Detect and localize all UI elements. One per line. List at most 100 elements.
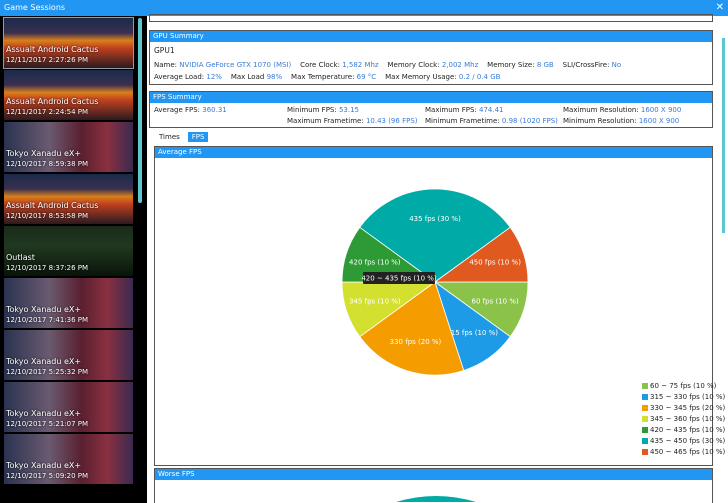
close-icon[interactable]: ✕ <box>715 2 724 13</box>
label: Max Temperature: <box>291 73 355 81</box>
value: 2,002 Mhz <box>441 61 479 69</box>
tab-times[interactable]: Times <box>159 133 180 141</box>
pie-chart: 60 fps (10 %) 315 fps (10 %) 330 fps (20 %… <box>341 188 529 376</box>
legend-swatch <box>642 383 648 389</box>
session-item[interactable]: Tokyo Xanadu eX+ 12/10/2017 5:25:32 PM <box>4 330 133 380</box>
session-thumbnail <box>4 278 133 328</box>
session-title: Tokyo Xanadu eX+ <box>6 149 82 158</box>
session-thumbnail <box>4 226 133 276</box>
session-item[interactable]: Tokyo Xanadu eX+ 12/10/2017 5:09:20 PM <box>4 434 133 484</box>
gpu-summary-header: GPU Summary <box>150 31 712 42</box>
session-details: GPU Summary GPU1 Name: NVIDIA GeForce GT… <box>147 14 728 503</box>
session-thumbnail <box>4 382 133 432</box>
chart-title: Average FPS <box>155 147 712 158</box>
label: Maximum FPS: <box>425 106 477 114</box>
legend-item: 345 ~ 360 fps (10 %) <box>642 415 725 423</box>
session-date: 12/10/2017 8:59:38 PM <box>6 160 89 168</box>
legend-label: 315 ~ 330 fps (10 %) <box>650 393 726 401</box>
slice-label: 330 fps (20 %) <box>390 338 442 346</box>
legend-item: 435 ~ 450 fps (30 %) <box>642 437 725 445</box>
worse-pie-slice <box>396 496 476 502</box>
label: Average FPS: <box>154 106 201 114</box>
session-list-scrollbar[interactable] <box>138 18 142 203</box>
slice-label: 450 fps (10 %) <box>469 258 521 266</box>
session-title: Assualt Android Cactus <box>6 201 99 210</box>
session-title: Tokyo Xanadu eX+ <box>6 409 82 418</box>
worse-fps-panel: Worse FPS <box>154 468 713 503</box>
session-thumbnail <box>4 18 133 68</box>
gpu-row-2: Average Load: 12% Max Load 98% Max Tempe… <box>154 73 500 81</box>
session-title: Tokyo Xanadu eX+ <box>6 461 82 470</box>
session-date: 12/11/2017 2:24:54 PM <box>6 108 89 116</box>
session-date: 12/10/2017 7:41:36 PM <box>6 316 89 324</box>
label: Minimum Frametime: <box>425 117 500 125</box>
value: 12% <box>206 73 222 81</box>
gpu-row-1: Name: NVIDIA GeForce GTX 1070 (MSI) Core… <box>154 61 621 69</box>
value: 69 °C <box>356 73 377 81</box>
value: 53.15 <box>338 106 359 114</box>
session-item[interactable]: Tokyo Xanadu eX+ 12/10/2017 8:59:38 PM <box>4 122 133 172</box>
session-item[interactable]: Assualt Android Cactus 12/10/2017 8:53:5… <box>4 174 133 224</box>
view-tabs: Times FPS <box>155 132 209 142</box>
session-item[interactable]: Assualt Android Cactus 12/11/2017 2:24:5… <box>4 70 133 120</box>
top-panel <box>149 14 713 22</box>
label: Maximum Frametime: <box>287 117 364 125</box>
label: Average Load: <box>154 73 205 81</box>
tab-fps[interactable]: FPS <box>187 132 209 142</box>
session-title: Tokyo Xanadu eX+ <box>6 357 82 366</box>
value: 1,582 Mhz <box>342 61 379 69</box>
worse-fps-header: Worse FPS <box>155 469 712 480</box>
session-date: 12/10/2017 5:25:32 PM <box>6 368 89 376</box>
session-item[interactable]: Tokyo Xanadu eX+ 12/10/2017 5:21:07 PM <box>4 382 133 432</box>
slice-label: 60 fps (10 %) <box>472 298 519 306</box>
main-scrollbar[interactable] <box>722 38 725 233</box>
value: No <box>611 61 622 69</box>
chart-tooltip: 420 ~ 435 fps (10 %) <box>361 272 437 284</box>
legend-item: 450 ~ 465 fps (10 %) <box>642 448 725 456</box>
legend-item: 60 ~ 75 fps (10 %) <box>642 382 716 390</box>
legend-item: 330 ~ 345 fps (20 %) <box>642 404 725 412</box>
gpu-summary-panel: GPU Summary GPU1 Name: NVIDIA GeForce GT… <box>149 30 713 85</box>
slice-label: 435 fps (30 %) <box>409 215 461 223</box>
legend-label: 420 ~ 435 fps (10 %) <box>650 426 726 434</box>
session-item[interactable]: Tokyo Xanadu eX+ 12/10/2017 7:41:36 PM <box>4 278 133 328</box>
legend-label: 60 ~ 75 fps (10 %) <box>650 382 717 390</box>
label: Memory Size: <box>487 61 535 69</box>
fps-summary-panel: FPS Summary Average FPS: 360.31 Minimum … <box>149 91 713 128</box>
label: Max Load <box>230 73 265 81</box>
session-date: 12/10/2017 8:53:58 PM <box>6 212 89 220</box>
label: Name: <box>154 61 178 69</box>
value: 98% <box>266 73 283 81</box>
session-title: Tokyo Xanadu eX+ <box>6 305 82 314</box>
legend-item: 420 ~ 435 fps (10 %) <box>642 426 725 434</box>
pie-slice[interactable] <box>359 281 465 376</box>
legend-label: 345 ~ 360 fps (10 %) <box>650 415 726 423</box>
legend-swatch <box>642 449 648 455</box>
session-item[interactable]: Outlast 12/10/2017 8:37:26 PM <box>4 226 133 276</box>
pie-slice[interactable] <box>433 226 529 283</box>
legend-label: 450 ~ 465 fps (10 %) <box>650 448 726 456</box>
session-thumbnail <box>4 122 133 172</box>
tooltip-text: 420 ~ 435 fps (10 %) <box>361 275 437 283</box>
session-thumbnail <box>4 434 133 484</box>
legend-swatch <box>642 405 648 411</box>
session-date: 12/10/2017 5:21:07 PM <box>6 420 89 428</box>
label: Minimum FPS: <box>287 106 337 114</box>
title-bar: Game Sessions ✕ <box>0 0 728 16</box>
window-title: Game Sessions <box>4 3 66 12</box>
session-date: 12/11/2017 2:27:26 PM <box>6 56 89 64</box>
legend-swatch <box>642 416 648 422</box>
session-item[interactable]: Assualt Android Cactus 12/11/2017 2:27:2… <box>3 17 134 69</box>
value: 474.41 <box>479 106 504 114</box>
fps-summary-header: FPS Summary <box>150 92 712 103</box>
label: SLI/CrossFire: <box>562 61 610 69</box>
legend-swatch <box>642 427 648 433</box>
pie-slice[interactable] <box>359 188 511 283</box>
value: 1600 X 900 <box>640 106 682 114</box>
legend-swatch <box>642 438 648 444</box>
session-thumbnail <box>4 174 133 224</box>
value: 0.98 (1020 FPS) <box>501 117 558 125</box>
label: Memory Clock: <box>387 61 440 69</box>
value: NVIDIA GeForce GTX 1070 (MSI) <box>179 61 292 69</box>
label: Core Clock: <box>300 61 340 69</box>
